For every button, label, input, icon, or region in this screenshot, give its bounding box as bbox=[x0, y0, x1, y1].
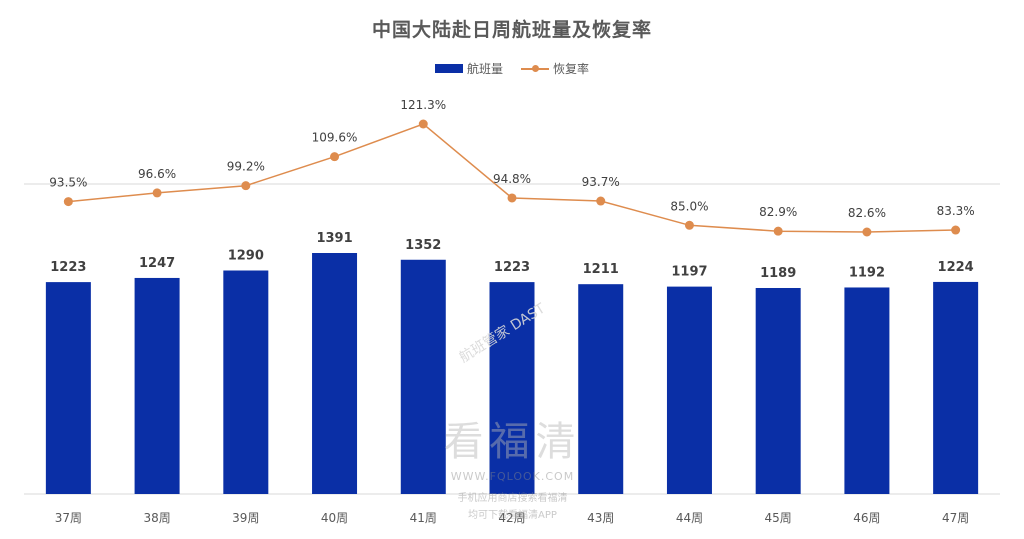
bar-value-label: 1224 bbox=[938, 260, 974, 275]
line-point bbox=[152, 188, 162, 198]
line-value-label: 83.3% bbox=[937, 204, 975, 218]
bar bbox=[223, 270, 269, 494]
chart-legend: 航班量 恢复率 bbox=[0, 60, 1024, 77]
bar-value-label: 1192 bbox=[849, 265, 885, 280]
legend-line-swatch bbox=[521, 64, 549, 73]
bar-value-label: 1247 bbox=[139, 256, 175, 271]
x-tick-label: 40周 bbox=[321, 511, 348, 525]
line-point bbox=[63, 197, 73, 207]
bar-value-label: 1223 bbox=[50, 260, 86, 275]
x-tick-label: 41周 bbox=[410, 511, 437, 525]
bar-value-label: 1290 bbox=[228, 248, 264, 263]
x-tick-label: 47周 bbox=[942, 511, 969, 525]
bar bbox=[400, 259, 446, 494]
line-point bbox=[418, 119, 428, 129]
bar bbox=[933, 281, 979, 494]
line-point bbox=[241, 181, 251, 191]
line-value-label: 93.7% bbox=[582, 175, 620, 189]
line-value-label: 121.3% bbox=[400, 98, 446, 112]
chart-title: 中国大陆赴日周航班量及恢复率 bbox=[371, 19, 652, 41]
line-point bbox=[773, 226, 783, 236]
x-tick-label: 45周 bbox=[765, 511, 792, 525]
bar bbox=[578, 284, 624, 494]
bar-value-label: 1352 bbox=[405, 238, 441, 253]
legend-bar-swatch bbox=[434, 64, 463, 73]
line-value-label: 93.5% bbox=[49, 176, 87, 190]
x-tick-label: 39周 bbox=[232, 511, 259, 525]
line-value-label: 109.6% bbox=[312, 131, 358, 145]
bar bbox=[312, 253, 358, 494]
legend-bar-label: 航班量 bbox=[466, 62, 503, 76]
bar bbox=[755, 287, 801, 494]
line-point bbox=[951, 225, 961, 235]
line-value-label: 94.8% bbox=[493, 172, 531, 186]
line-value-label: 99.2% bbox=[227, 160, 265, 174]
x-tick-label: 38周 bbox=[143, 511, 170, 525]
bar bbox=[844, 287, 890, 494]
x-tick-label: 43周 bbox=[587, 511, 614, 525]
line-value-label: 82.6% bbox=[848, 206, 886, 220]
bar bbox=[489, 282, 535, 494]
bar bbox=[45, 282, 91, 494]
legend-item-line[interactable]: 恢复率 bbox=[521, 60, 589, 77]
line-point bbox=[596, 196, 606, 206]
line-point bbox=[684, 220, 694, 230]
legend-item-bar[interactable]: 航班量 bbox=[434, 60, 503, 77]
bar-value-label: 1211 bbox=[583, 262, 619, 277]
line-point bbox=[507, 193, 517, 203]
bar-value-label: 1189 bbox=[760, 266, 796, 281]
x-tick-label: 44周 bbox=[676, 511, 703, 525]
legend-line-label: 恢复率 bbox=[553, 62, 590, 76]
bar-value-label: 1197 bbox=[671, 265, 707, 280]
x-tick-label: 42周 bbox=[498, 511, 525, 525]
line-point bbox=[330, 152, 340, 162]
bar bbox=[134, 277, 180, 494]
x-tick-label: 37周 bbox=[55, 511, 82, 525]
line-value-label: 85.0% bbox=[670, 199, 708, 213]
x-tick-label: 46周 bbox=[853, 511, 880, 525]
line-value-label: 96.6% bbox=[138, 167, 176, 181]
line-value-label: 82.9% bbox=[759, 205, 797, 219]
line-point bbox=[862, 227, 872, 237]
bar-value-label: 1223 bbox=[494, 260, 530, 275]
bar bbox=[666, 286, 712, 494]
bar-value-label: 1391 bbox=[316, 231, 352, 246]
